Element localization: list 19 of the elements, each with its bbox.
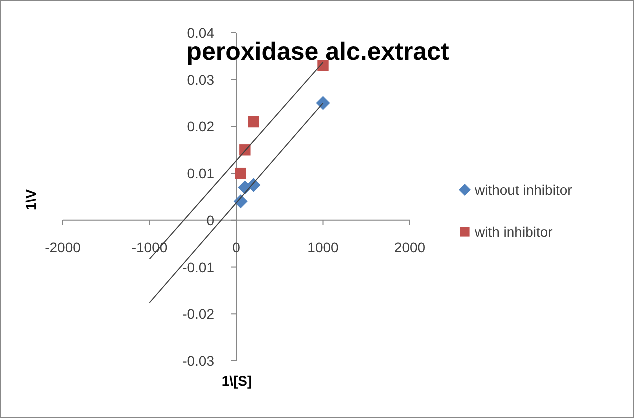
- y-tick-label: -0.03: [182, 353, 215, 369]
- legend-label: with inhibitor: [474, 224, 554, 240]
- x-tick-label: 2000: [394, 239, 426, 256]
- x-axis-title: 1\[S]: [222, 373, 252, 389]
- y-tick-label: 0.04: [187, 25, 215, 41]
- x-tick-label: -2000: [45, 239, 82, 256]
- y-tick-label: -0.01: [182, 259, 215, 276]
- point: [235, 168, 246, 180]
- point: [318, 60, 329, 72]
- point: [316, 96, 330, 110]
- x-tick-label: 1000: [308, 239, 340, 256]
- y-tick-label: 0.02: [187, 118, 215, 135]
- legend-label: without inhibitor: [474, 182, 573, 198]
- chart-title: peroxidase alc.extract: [186, 38, 450, 66]
- y-tick-label: 0.01: [187, 166, 215, 182]
- point: [248, 116, 260, 128]
- y-tick-label: -0.02: [182, 306, 215, 322]
- y-axis-title: 1\V: [23, 188, 39, 211]
- y-tick-label: 0.03: [187, 72, 215, 88]
